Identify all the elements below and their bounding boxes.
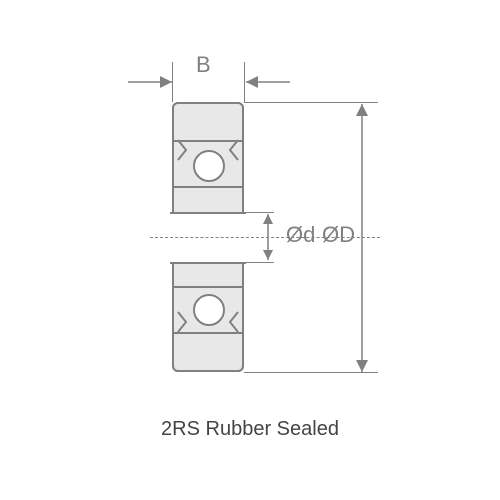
dim-d-ext-bottom [244, 262, 274, 263]
ball-bottom [193, 294, 225, 326]
dim-B-arrow-left [128, 72, 174, 92]
outer-race-top [172, 102, 244, 142]
dim-D-line [352, 102, 372, 374]
inner-race-bottom [172, 260, 244, 288]
dim-d-line [258, 212, 278, 262]
bearing-diagram: B Ød ØD 2RS Rubber Sealed [0, 0, 500, 500]
outer-race-bottom [172, 332, 244, 372]
caption: 2RS Rubber Sealed [0, 418, 500, 441]
dim-d-ext-top [244, 212, 274, 213]
ball-top [193, 150, 225, 182]
label-D: ØD [322, 222, 355, 248]
inner-race-top [172, 186, 244, 214]
bore-gap [170, 212, 246, 264]
dim-B-arrow-right [244, 72, 290, 92]
label-d: Ød [286, 222, 315, 248]
label-B: B [196, 52, 211, 78]
